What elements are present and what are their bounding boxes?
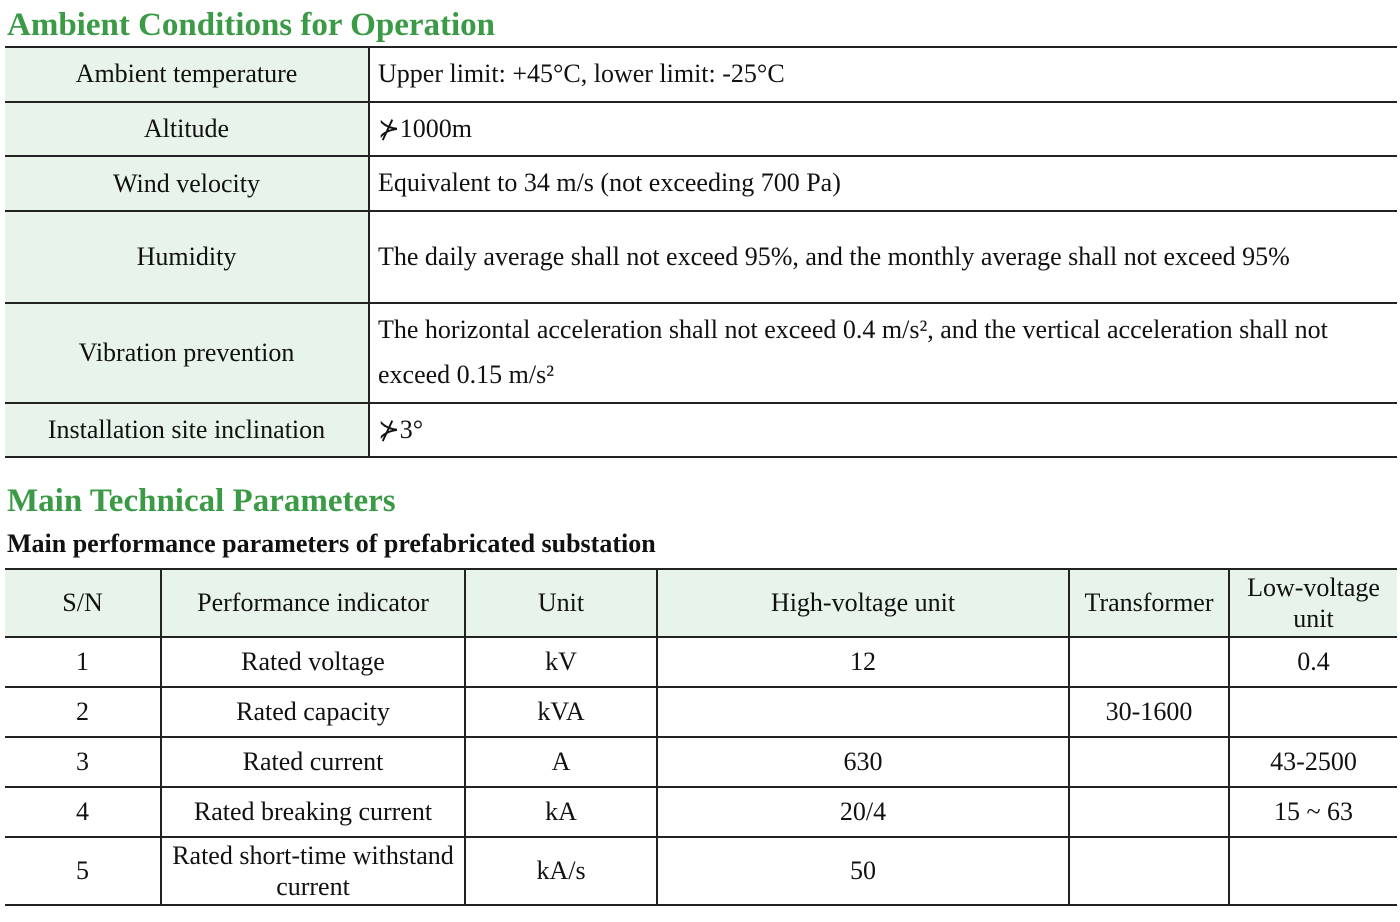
table-cell: 3 [5,737,162,788]
table-cell: 12 [657,637,1070,688]
table-cell: 43-2500 [1229,737,1397,788]
table-cell [1069,787,1230,838]
table-cell: 15 ~ 63 [1229,787,1397,838]
table-cell [1229,837,1397,906]
table-cell: Rated capacity [161,687,466,738]
table-cell: 20/4 [657,787,1070,838]
table-cell [1229,687,1397,738]
row-label: Altitude [5,101,370,158]
ambient-title: Ambient Conditions for Operation [7,7,496,43]
row-value: ⊁3° [369,402,1397,459]
column-header: Performance indicator [161,569,466,638]
params-title: Main Technical Parameters [7,483,396,519]
table-cell: Rated short-time withstand current [161,837,466,906]
table-cell: 50 [657,837,1070,906]
table-row: Vibration prevention The horizontal accel… [5,303,1397,404]
column-header: Unit [465,569,658,638]
table-cell: 0.4 [1229,637,1397,688]
table-cell: kVA [465,687,658,738]
column-header: High-voltage unit [657,569,1070,638]
table-row: Installation site inclination ⊁3° [5,402,1397,459]
table-cell: Rated voltage [161,637,466,688]
table-row: Ambient temperature Upper limit: +45°C, l… [5,47,1397,103]
column-header: Transformer [1069,569,1230,638]
table-cell: Rated current [161,737,466,788]
table-cell: kV [465,637,658,688]
row-value: ⊁1000m [369,101,1397,158]
row-value: The daily average shall not exceed 95%, … [369,211,1397,305]
table-cell: 30-1600 [1069,687,1230,738]
table-cell: 2 [5,687,162,738]
row-label: Installation site inclination [5,402,370,459]
params-table: S/N Performance indicator Unit High-volt… [5,568,1397,906]
row-value: The horizontal acceleration shall not ex… [369,303,1397,404]
table-cell: Rated breaking current [161,787,466,838]
table-cell: 5 [5,837,162,906]
header-row: S/N Performance indicator Unit High-volt… [5,569,1397,638]
column-header: Low-voltage unit [1229,569,1397,638]
row-label: Vibration prevention [5,303,370,404]
table-cell: 1 [5,637,162,688]
row-label: Humidity [5,211,370,305]
table-row: Wind velocity Equivalent to 34 m/s (not e… [5,156,1397,213]
params-subtitle: Main performance parameters of prefabric… [7,529,656,558]
table-cell: kA [465,787,658,838]
table-cell: kA/s [465,837,658,906]
table-row: Humidity The daily average shall not exce… [5,211,1397,305]
table-row: 1 Rated voltage kV 12 0.4 [5,637,1397,688]
table-row: Altitude ⊁1000m [5,101,1397,158]
table-cell [1069,637,1230,688]
row-label: Ambient temperature [5,47,370,103]
table-row: 5 Rated short-time withstand current kA/s 5… [5,837,1397,906]
table-cell: 4 [5,787,162,838]
table-cell: 630 [657,737,1070,788]
table-cell [657,687,1070,738]
column-header: S/N [5,569,162,638]
table-cell [1069,837,1230,906]
row-label: Wind velocity [5,156,370,213]
ambient-table: Ambient temperature Upper limit: +45°C, l… [5,46,1397,459]
table-row: 3 Rated current A 630 43-2500 [5,737,1397,788]
table-cell [1069,737,1230,788]
table-row: 4 Rated breaking current kA 20/4 15 ~ 63 [5,787,1397,838]
table-row: 2 Rated capacity kVA 30-1600 [5,687,1397,738]
table-cell: A [465,737,658,788]
row-value: Equivalent to 34 m/s (not exceeding 700 … [369,156,1397,213]
row-value: Upper limit: +45°C, lower limit: -25°C [369,47,1397,103]
